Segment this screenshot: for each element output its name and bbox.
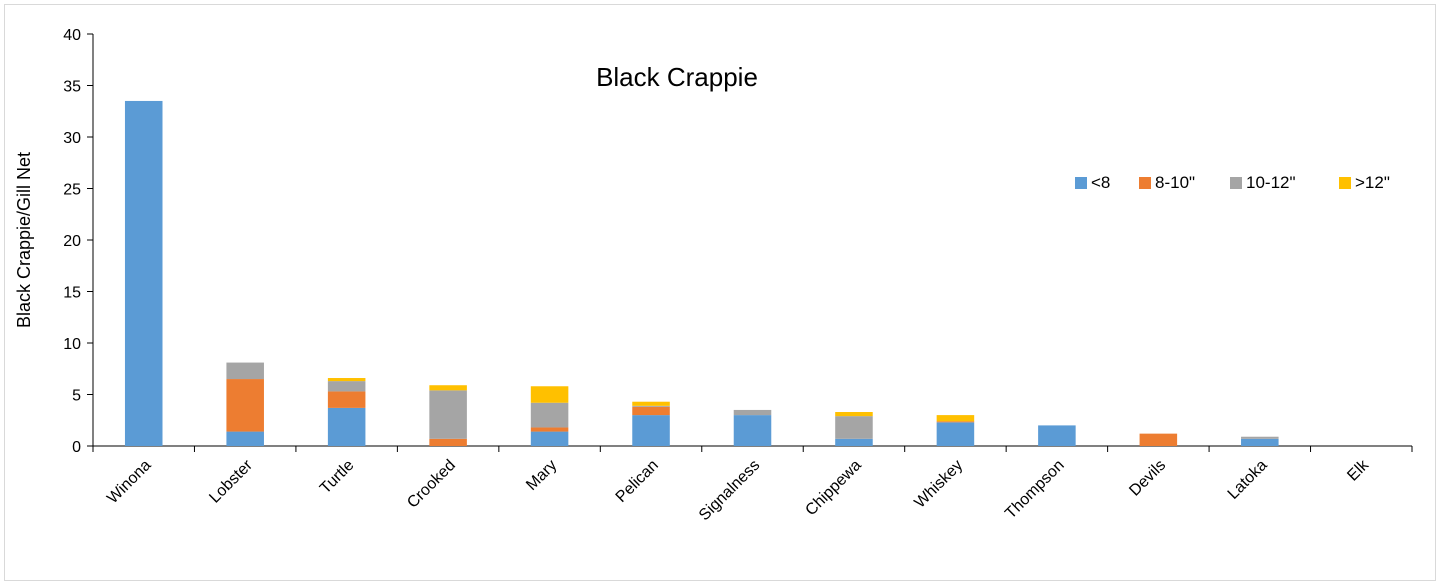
bar-segment [835,416,873,439]
bar-segment [226,379,264,432]
bar-segment [835,438,873,446]
x-tick-label: Elk [1344,456,1372,484]
bar-segment [1241,438,1279,446]
bar-segment [530,402,569,428]
x-tick-label: Devils [1126,457,1169,500]
x-tick-label: Lobster [206,456,256,506]
y-tick-label: 30 [63,130,81,147]
legend-label: >12" [1355,173,1390,192]
bar-segment [429,390,467,439]
bar-segment [429,385,467,391]
legend-swatch [1075,177,1087,189]
bars [92,100,1413,452]
bar-segment [530,431,569,446]
y-tick-label: 10 [63,336,81,353]
bar-segment [936,415,975,422]
y-tick-label: 20 [63,233,81,250]
legend-swatch [1139,177,1151,189]
bar-segment [1241,436,1279,439]
legend-label: 10-12" [1246,173,1296,192]
y-tick-label: 40 [63,27,81,44]
y-axis-title: Black Crappie/Gill Net [14,152,34,328]
bar-segment [124,100,163,446]
y-tick-label: 25 [63,182,81,199]
bar-segment [429,438,467,446]
bar-segment [530,427,569,432]
legend-swatch [1230,177,1242,189]
bar-segment [936,422,975,446]
bar-segment [632,401,670,406]
chart-frame [4,4,1436,581]
x-tick-label: Pelican [613,457,662,506]
x-axis-labels: Winona Lobster Turtle Crooked Mary Pelican Sig… [104,456,1373,524]
chart-title: Black Crappie [596,62,758,92]
bar-segment [632,415,670,446]
bar-segment [835,412,873,417]
bar-segment [632,406,670,416]
x-tick-label: Latoka [1225,457,1271,503]
y-tick-label: 0 [72,439,81,456]
x-tick-label: Thompson [1002,457,1067,522]
x-tick-label: Turtle [317,457,358,498]
bar-segment [226,431,264,446]
bar-segment [632,405,670,407]
x-tick-label: Signalness [696,457,763,524]
y-tick-label: 35 [63,79,81,96]
bar-segment [327,378,366,382]
x-tick-label: Whiskey [911,457,966,512]
legend-label: <8 [1091,173,1110,192]
x-tick-label: Mary [523,457,560,494]
bar-segment [936,421,975,423]
bar-segment [733,409,772,416]
x-tick-label: Chippewa [802,457,864,519]
legend: <8 8-10" 10-12" >12" [1075,173,1390,192]
bar-segment [1038,425,1076,446]
bar-segment [327,381,366,392]
y-axis: 0 5 10 15 20 25 30 35 40 [63,27,94,456]
x-tick-label: Crooked [404,457,459,512]
bar-segment [327,391,366,408]
y-tick-label: 5 [72,388,81,405]
y-tick-label: 15 [63,285,81,302]
bar-segment [530,386,569,403]
legend-label: 8-10" [1155,173,1195,192]
legend-swatch [1339,177,1351,189]
bar-segment [327,407,366,446]
bar-segment [1139,433,1178,446]
x-tick-label: Winona [104,457,154,507]
bar-segment [733,415,772,446]
bar-segment [226,362,264,380]
